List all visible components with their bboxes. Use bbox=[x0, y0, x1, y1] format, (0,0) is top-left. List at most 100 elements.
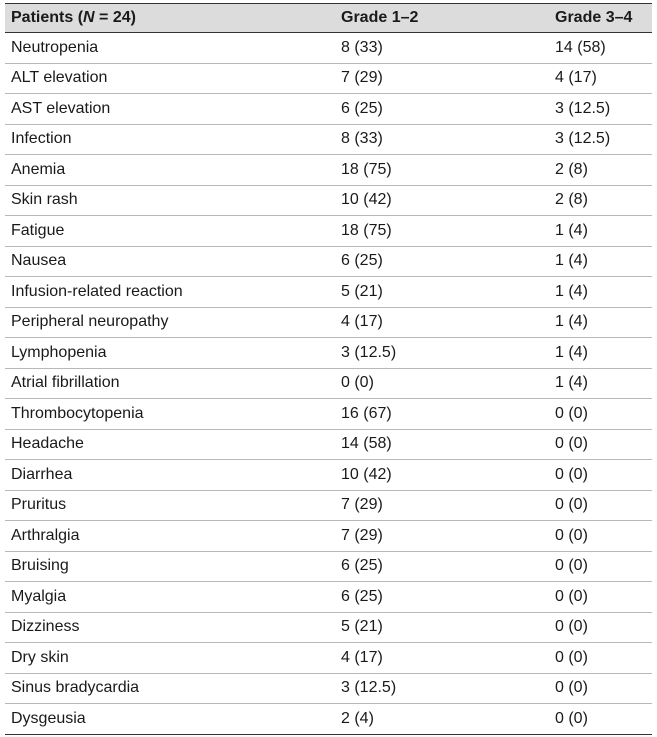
event-name-cell: Nausea bbox=[5, 246, 335, 277]
grade-1-2-cell: 6 (25) bbox=[335, 581, 549, 613]
event-name-cell: AST elevation bbox=[5, 93, 335, 125]
header-patients: Patients (N = 24) bbox=[5, 3, 335, 33]
grade-3-4-cell: 0 (0) bbox=[549, 673, 652, 704]
table-row: Arthralgia 7 (29) 0 (0) bbox=[5, 520, 652, 552]
event-name-cell: Bruising bbox=[5, 551, 335, 582]
table-header: Patients (N = 24) Grade 1–2 Grade 3–4 bbox=[5, 3, 652, 33]
grade-1-2-cell: 5 (21) bbox=[335, 612, 549, 643]
grade-1-2-cell: 3 (12.5) bbox=[335, 337, 549, 369]
grade-1-2-cell: 8 (33) bbox=[335, 32, 549, 64]
table-row: Nausea 6 (25) 1 (4) bbox=[5, 246, 652, 277]
table-row: Pruritus 7 (29) 0 (0) bbox=[5, 490, 652, 521]
event-name-cell: Sinus bradycardia bbox=[5, 673, 335, 704]
table-row: ALT elevation 7 (29) 4 (17) bbox=[5, 63, 652, 94]
grade-3-4-cell: 0 (0) bbox=[549, 612, 652, 643]
header-grade-1-2: Grade 1–2 bbox=[335, 3, 549, 33]
event-name-cell: Atrial fibrillation bbox=[5, 368, 335, 399]
table-row: Skin rash 10 (42) 2 (8) bbox=[5, 185, 652, 216]
table-row: Infusion-related reaction 5 (21) 1 (4) bbox=[5, 276, 652, 308]
grade-3-4-cell: 0 (0) bbox=[549, 581, 652, 613]
grade-3-4-cell: 1 (4) bbox=[549, 368, 652, 399]
event-name-cell: Arthralgia bbox=[5, 520, 335, 552]
table-row: Lymphopenia 3 (12.5) 1 (4) bbox=[5, 337, 652, 369]
grade-3-4-cell: 1 (4) bbox=[549, 246, 652, 277]
table-row: Infection 8 (33) 3 (12.5) bbox=[5, 124, 652, 155]
adverse-events-table: Patients (N = 24) Grade 1–2 Grade 3–4 Ne… bbox=[5, 3, 652, 735]
table-row: Fatigue 18 (75) 1 (4) bbox=[5, 215, 652, 247]
grade-3-4-cell: 1 (4) bbox=[549, 307, 652, 338]
grade-1-2-cell: 10 (42) bbox=[335, 185, 549, 216]
grade-1-2-cell: 8 (33) bbox=[335, 124, 549, 155]
grade-3-4-cell: 0 (0) bbox=[549, 429, 652, 460]
grade-3-4-cell: 2 (8) bbox=[549, 154, 652, 186]
table-row: Peripheral neuropathy 4 (17) 1 (4) bbox=[5, 307, 652, 338]
header-row: Patients (N = 24) Grade 1–2 Grade 3–4 bbox=[5, 3, 652, 33]
grade-1-2-cell: 6 (25) bbox=[335, 93, 549, 125]
grade-3-4-cell: 1 (4) bbox=[549, 215, 652, 247]
grade-1-2-cell: 18 (75) bbox=[335, 154, 549, 186]
grade-3-4-cell: 3 (12.5) bbox=[549, 124, 652, 155]
grade-3-4-cell: 3 (12.5) bbox=[549, 93, 652, 125]
grade-1-2-cell: 4 (17) bbox=[335, 307, 549, 338]
grade-1-2-cell: 16 (67) bbox=[335, 398, 549, 430]
grade-3-4-cell: 0 (0) bbox=[549, 459, 652, 491]
event-name-cell: Anemia bbox=[5, 154, 335, 186]
event-name-cell: Myalgia bbox=[5, 581, 335, 613]
header-patients-n: N bbox=[83, 9, 95, 26]
grade-3-4-cell: 0 (0) bbox=[549, 642, 652, 674]
header-patients-prefix: Patients ( bbox=[11, 9, 84, 26]
grade-1-2-cell: 2 (4) bbox=[335, 703, 549, 735]
event-name-cell: Dysgeusia bbox=[5, 703, 335, 735]
event-name-cell: Diarrhea bbox=[5, 459, 335, 491]
event-name-cell: Thrombocytopenia bbox=[5, 398, 335, 430]
table-row: Anemia 18 (75) 2 (8) bbox=[5, 154, 652, 186]
table-row: Dizziness 5 (21) 0 (0) bbox=[5, 612, 652, 643]
grade-1-2-cell: 0 (0) bbox=[335, 368, 549, 399]
table-row: Dry skin 4 (17) 0 (0) bbox=[5, 642, 652, 674]
event-name-cell: ALT elevation bbox=[5, 63, 335, 94]
grade-1-2-cell: 6 (25) bbox=[335, 551, 549, 582]
table-row: Dysgeusia 2 (4) 0 (0) bbox=[5, 703, 652, 735]
grade-3-4-cell: 1 (4) bbox=[549, 337, 652, 369]
table-row: Diarrhea 10 (42) 0 (0) bbox=[5, 459, 652, 491]
table-row: Sinus bradycardia 3 (12.5) 0 (0) bbox=[5, 673, 652, 704]
grade-3-4-cell: 0 (0) bbox=[549, 703, 652, 735]
event-name-cell: Fatigue bbox=[5, 215, 335, 247]
event-name-cell: Peripheral neuropathy bbox=[5, 307, 335, 338]
grade-3-4-cell: 2 (8) bbox=[549, 185, 652, 216]
table-row: Thrombocytopenia 16 (67) 0 (0) bbox=[5, 398, 652, 430]
event-name-cell: Infection bbox=[5, 124, 335, 155]
table-body: Neutropenia 8 (33) 14 (58) ALT elevation 7 (… bbox=[5, 32, 652, 735]
table-row: Neutropenia 8 (33) 14 (58) bbox=[5, 32, 652, 64]
event-name-cell: Neutropenia bbox=[5, 32, 335, 64]
event-name-cell: Dry skin bbox=[5, 642, 335, 674]
grade-3-4-cell: 1 (4) bbox=[549, 276, 652, 308]
table-row: Bruising 6 (25) 0 (0) bbox=[5, 551, 652, 582]
grade-3-4-cell: 0 (0) bbox=[549, 398, 652, 430]
table-row: Myalgia 6 (25) 0 (0) bbox=[5, 581, 652, 613]
grade-3-4-cell: 0 (0) bbox=[549, 490, 652, 521]
event-name-cell: Pruritus bbox=[5, 490, 335, 521]
event-name-cell: Infusion-related reaction bbox=[5, 276, 335, 308]
table-row: Headache 14 (58) 0 (0) bbox=[5, 429, 652, 460]
grade-3-4-cell: 0 (0) bbox=[549, 551, 652, 582]
grade-1-2-cell: 4 (17) bbox=[335, 642, 549, 674]
event-name-cell: Dizziness bbox=[5, 612, 335, 643]
grade-1-2-cell: 6 (25) bbox=[335, 246, 549, 277]
event-name-cell: Headache bbox=[5, 429, 335, 460]
grade-1-2-cell: 5 (21) bbox=[335, 276, 549, 308]
event-name-cell: Skin rash bbox=[5, 185, 335, 216]
table-row: AST elevation 6 (25) 3 (12.5) bbox=[5, 93, 652, 125]
grade-1-2-cell: 7 (29) bbox=[335, 490, 549, 521]
header-patients-suffix: = 24) bbox=[94, 9, 136, 26]
grade-1-2-cell: 7 (29) bbox=[335, 520, 549, 552]
grade-3-4-cell: 14 (58) bbox=[549, 32, 652, 64]
grade-3-4-cell: 4 (17) bbox=[549, 63, 652, 94]
grade-3-4-cell: 0 (0) bbox=[549, 520, 652, 552]
grade-1-2-cell: 14 (58) bbox=[335, 429, 549, 460]
grade-1-2-cell: 18 (75) bbox=[335, 215, 549, 247]
table-row: Atrial fibrillation 0 (0) 1 (4) bbox=[5, 368, 652, 399]
grade-1-2-cell: 3 (12.5) bbox=[335, 673, 549, 704]
grade-1-2-cell: 10 (42) bbox=[335, 459, 549, 491]
